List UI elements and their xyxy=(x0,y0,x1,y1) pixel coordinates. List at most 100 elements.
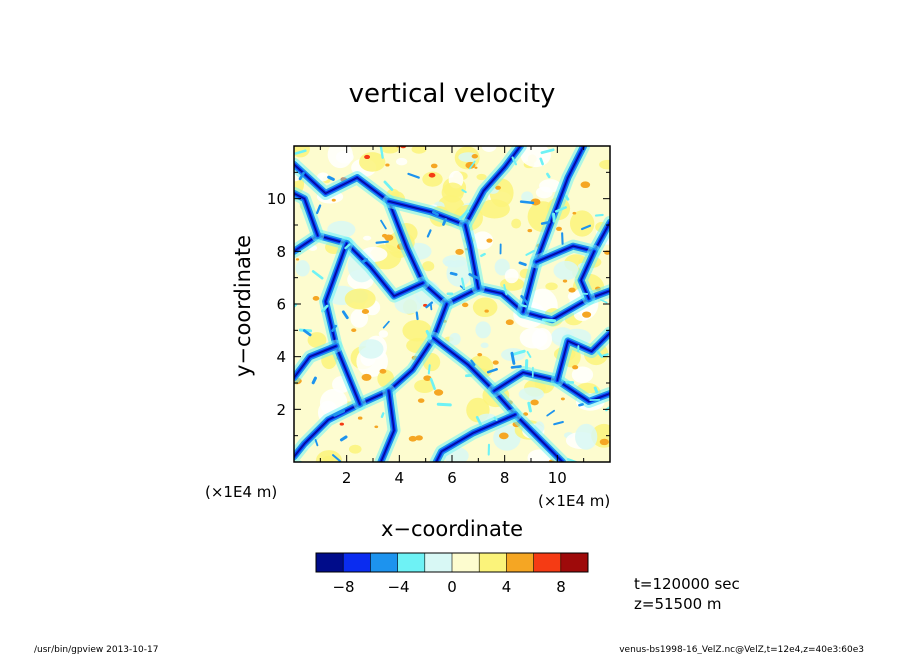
field-streak xyxy=(511,349,526,356)
chart-title: vertical velocity xyxy=(349,79,556,109)
field-streak xyxy=(541,318,557,323)
field-streak xyxy=(294,149,307,155)
field-streak xyxy=(341,310,349,320)
colorbar-swatch xyxy=(397,553,426,572)
field-streak xyxy=(415,311,419,321)
updraft-spot xyxy=(562,279,568,283)
time-annotation: t=120000 sec xyxy=(634,575,740,593)
updraft-spot xyxy=(381,233,388,238)
field-patch xyxy=(479,199,510,219)
updraft-spot xyxy=(461,302,469,308)
field-streak xyxy=(493,416,498,421)
downdraft-center xyxy=(556,332,610,381)
field-patch xyxy=(449,332,461,346)
updraft-spot xyxy=(599,438,609,446)
field-streak xyxy=(379,146,384,159)
field-streak xyxy=(581,224,592,231)
updraft-spot xyxy=(505,319,514,326)
field-patch xyxy=(531,328,553,351)
colorbar-swatch xyxy=(316,553,344,572)
y-unit-label: (×1E4 m) xyxy=(205,483,277,501)
updraft-spot xyxy=(492,360,499,365)
updraft-spot xyxy=(417,398,425,403)
updraft-spot xyxy=(428,172,436,178)
y-axis xyxy=(294,171,610,437)
field-patch xyxy=(494,258,510,276)
field-patch xyxy=(411,146,427,154)
updraft-spot xyxy=(477,353,483,357)
field-streak xyxy=(596,350,604,359)
field-patch xyxy=(500,277,525,291)
field-patch xyxy=(295,260,310,277)
field-patch xyxy=(422,171,443,187)
x-tick-label: 10 xyxy=(548,469,567,487)
updraft-spot xyxy=(408,435,417,442)
updraft-spot xyxy=(361,373,372,381)
x-tick-label: 2 xyxy=(342,469,352,487)
updraft-spot xyxy=(530,399,539,406)
colorbar-swatch xyxy=(506,553,534,572)
field-streak xyxy=(553,420,564,426)
field-streak xyxy=(546,172,551,179)
colorbar-tick-label: 0 xyxy=(447,578,457,596)
x-axis-label: x−coordinate xyxy=(381,517,523,541)
field-streak xyxy=(552,212,556,223)
downdraft-center xyxy=(535,221,610,263)
y-tick-label: 10 xyxy=(267,190,286,208)
field-patch xyxy=(545,282,558,291)
updraft-spot xyxy=(351,328,357,332)
field-streak xyxy=(331,324,338,332)
field-patch xyxy=(504,268,519,284)
updraft-spot xyxy=(430,163,438,169)
field-patch xyxy=(553,260,579,281)
field-patch xyxy=(476,173,487,181)
field-patch xyxy=(472,297,498,318)
x-tick-label: 6 xyxy=(447,469,457,487)
field-patch xyxy=(446,260,472,287)
downdraft-center xyxy=(325,242,361,405)
y-axis-label: y−coordinate xyxy=(231,235,255,377)
field-streak xyxy=(442,218,447,226)
downdraft-center xyxy=(388,146,522,226)
field-streak xyxy=(429,377,436,391)
field-patch xyxy=(307,332,327,348)
field-patch xyxy=(344,288,376,310)
field-patch xyxy=(481,146,497,153)
field-streak xyxy=(539,157,544,166)
colorbar-swatch xyxy=(370,553,398,572)
downdraft-center xyxy=(294,345,337,379)
field-streak xyxy=(314,438,319,447)
field-streak xyxy=(599,298,608,304)
field-patch xyxy=(511,218,522,229)
field-streak xyxy=(526,350,532,358)
colorbar-tick-label: 4 xyxy=(502,578,512,596)
field-patch xyxy=(315,450,343,462)
field-streak xyxy=(407,172,420,179)
field-streak xyxy=(540,148,555,155)
height-annotation: z=51500 m xyxy=(634,595,722,613)
field-patch xyxy=(414,379,436,393)
field-streak xyxy=(520,304,528,308)
field-streak xyxy=(311,376,317,385)
updraft-spot xyxy=(433,389,444,396)
y-tick-label: 6 xyxy=(276,296,286,314)
y-tick-label: 4 xyxy=(276,348,286,366)
field-streak xyxy=(458,209,470,221)
field-patch xyxy=(475,321,491,339)
downdraft-center xyxy=(522,146,585,313)
field-streak xyxy=(546,409,556,417)
updraft-spot xyxy=(560,397,565,401)
field-patch xyxy=(599,159,610,170)
updraft-spot xyxy=(379,368,387,374)
colorbar-swatch xyxy=(424,553,453,572)
field-streak xyxy=(520,294,529,305)
field-streak xyxy=(344,243,351,250)
updraft-spot xyxy=(572,211,577,215)
field-streak xyxy=(468,272,480,280)
field-patch xyxy=(441,182,464,203)
field-patch xyxy=(518,387,545,401)
field-streak xyxy=(383,180,394,191)
plot-area xyxy=(293,145,611,463)
field-streak xyxy=(333,409,346,417)
